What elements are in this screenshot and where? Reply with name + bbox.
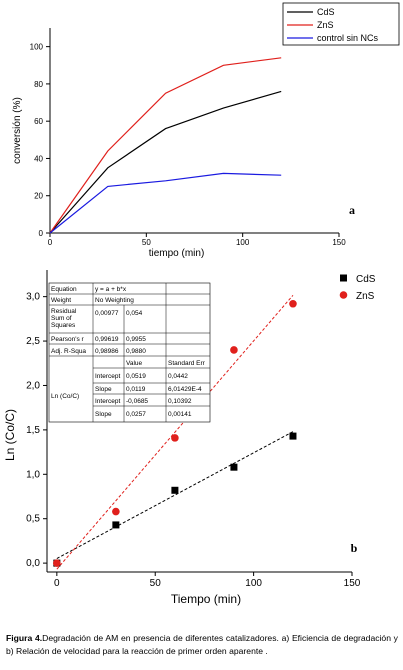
fit-table-value: 0,00141 (168, 411, 192, 418)
fit-table-label: Weight (51, 297, 71, 304)
legend-label: ZnS (317, 20, 334, 30)
legend-label: control sin NCs (317, 33, 379, 43)
caption-label: Figura 4. (6, 633, 43, 643)
fit-table-param: Slope (95, 386, 112, 393)
panel-label-b: b (351, 541, 358, 555)
fit-table-value: 0,99619 (95, 336, 119, 343)
fit-line-zns (56, 294, 294, 570)
fit-table-header: Standard Err (168, 360, 206, 367)
fit-table-value: y = a + b*x (95, 286, 127, 293)
legend-label: CdS (317, 7, 335, 17)
series-line-zns (49, 57, 282, 234)
data-point-cds (289, 432, 297, 440)
x-tick-label: 100 (236, 238, 250, 247)
data-point-cds (171, 486, 179, 494)
y-tick-label: 60 (34, 117, 43, 126)
x-tick-label: 50 (150, 578, 162, 589)
legend-marker (340, 274, 347, 282)
figure-caption: Figura 4.Degradación de AM en presencia … (6, 632, 398, 658)
data-point-cds (112, 521, 120, 529)
fit-line-cds (56, 431, 294, 559)
fit-table-value: No Weighting (95, 297, 134, 304)
x-tick-label: 0 (48, 238, 53, 247)
fit-table-value: 0,054 (126, 310, 143, 317)
x-tick-label: 150 (344, 578, 361, 589)
legend-label: CdS (356, 274, 376, 285)
fit-table-value: 0,9880 (126, 348, 146, 355)
x-axis-title: tiempo (min) (149, 248, 205, 259)
panel-label-a: a (349, 203, 355, 217)
fit-table-value: 0,98986 (95, 348, 119, 355)
y-axis-title: conversión (%) (12, 97, 23, 164)
data-point-zns (112, 507, 120, 516)
y-tick-label: 100 (30, 43, 44, 52)
fit-table-value: 0,0442 (168, 373, 188, 380)
chart-b: 0,0 0,5 1,0 1,5 2,0 2,5 3,0 0 50 100 150 Tiempo (mi… (3, 270, 376, 606)
fit-table-param: Slope (95, 411, 112, 418)
series-line-control-sin-ncs (49, 172, 282, 234)
y-tick-label: 0,0 (26, 558, 40, 569)
fit-table-param: Intercept (95, 373, 120, 380)
series-line-cds (49, 90, 282, 234)
fit-table-label: Pearson's r (51, 336, 85, 343)
fit-table-value: 0,0257 (126, 411, 146, 418)
fit-table-value: 6,01429E-4 (168, 386, 202, 393)
fit-table-value: 0,9955 (126, 336, 146, 343)
caption-text: Degradación de AM en presencia de difere… (6, 633, 398, 656)
fit-table-value: -0,0685 (126, 398, 148, 405)
legend-label: ZnS (356, 291, 375, 302)
y-axis-title: Ln (Co/C) (3, 409, 17, 461)
x-axis-title: Tiempo (min) (171, 592, 241, 606)
fit-table-label: Residual (51, 308, 77, 315)
data-point-cds (230, 463, 238, 471)
x-tick-label: 100 (245, 578, 262, 589)
fit-table-header: Value (126, 360, 143, 367)
x-tick-label: 150 (332, 238, 346, 247)
fit-table-value: 0,0519 (126, 373, 146, 380)
fit-table-label: Equation (51, 286, 77, 293)
y-tick-label: 40 (34, 154, 43, 163)
fit-table-label: Ln (Co/C) (51, 393, 79, 400)
data-point-zns (171, 434, 179, 442)
x-tick-label: 0 (54, 578, 60, 589)
y-tick-label: 80 (34, 80, 43, 89)
figure: 0 20 40 60 80 100 0 50 100 150 tiempo (min) convers… (3, 2, 400, 606)
y-tick-label: 0 (39, 229, 44, 238)
y-tick-label: 20 (34, 192, 43, 201)
y-tick-label: 2,5 (26, 336, 40, 347)
chart-a: 0 20 40 60 80 100 0 50 100 150 tiempo (min) convers… (12, 2, 400, 259)
y-tick-label: 3,0 (26, 292, 40, 303)
fit-table-value: 0,0119 (126, 386, 146, 393)
fit-table-param: Intercept (95, 398, 120, 405)
fit-table-border (48, 282, 211, 423)
x-tick-label: 50 (142, 238, 151, 247)
fit-table-value: 0,10392 (168, 398, 192, 405)
fit-table-label: Sum of (51, 315, 72, 322)
y-tick-label: 1,0 (26, 469, 40, 480)
data-point-zns (53, 559, 61, 567)
fit-table-label: Adj. R-Squa (51, 348, 86, 355)
fit-table-label: Squares (51, 322, 76, 329)
data-point-zns (230, 346, 238, 354)
data-point-zns (289, 299, 297, 308)
y-tick-label: 2,0 (26, 380, 40, 391)
y-tick-label: 0,5 (26, 514, 40, 525)
y-tick-label: 1,5 (26, 425, 40, 436)
legend-marker (339, 291, 348, 299)
fit-table-value: 0,00977 (95, 310, 119, 317)
